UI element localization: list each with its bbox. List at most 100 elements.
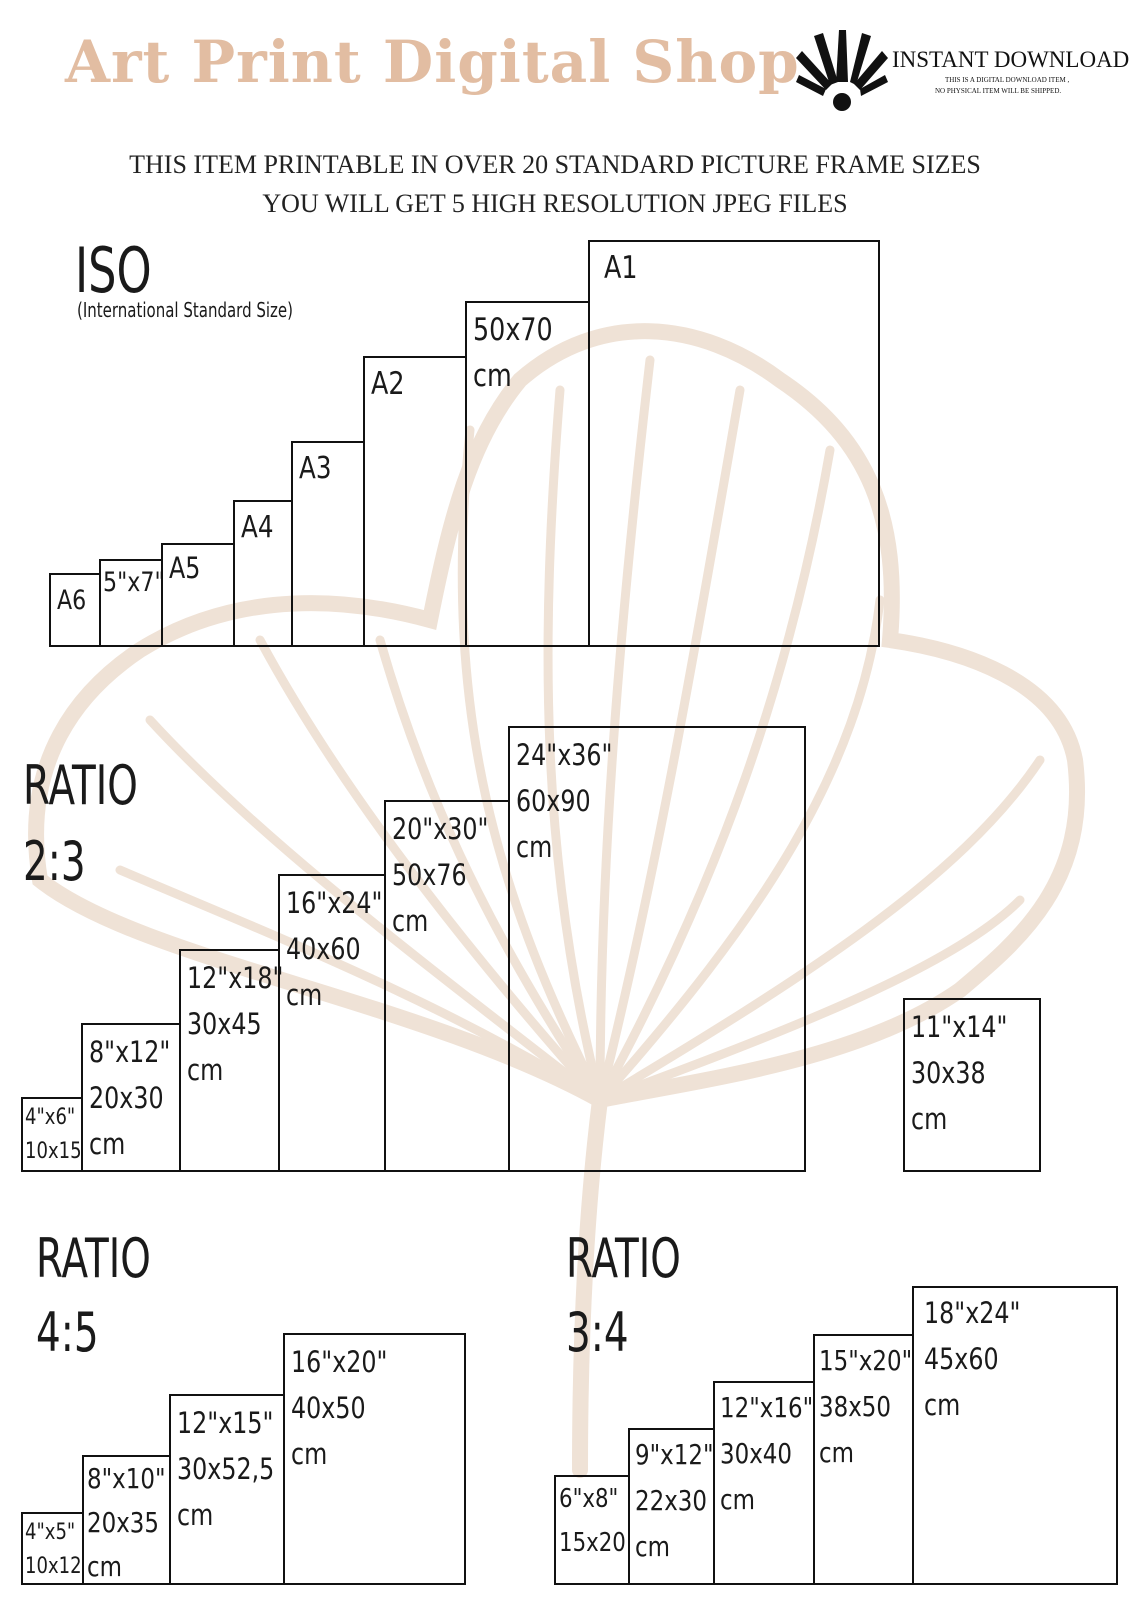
size-unit: cm: [924, 1388, 961, 1422]
ratio-word: RATIO: [23, 754, 138, 817]
size-label: 5"x7": [103, 567, 165, 598]
ratio-3-4-title: RATIO 3:4: [566, 1222, 681, 1370]
no-shipping-note: NO PHYSICAL ITEM WILL BE SHIPPED.: [935, 87, 1062, 95]
headline-line-1: THIS ITEM PRINTABLE IN OVER 20 STANDARD …: [129, 150, 981, 179]
sunburst-icon: [796, 30, 888, 111]
headline-line-2: YOU WILL GET 5 HIGH RESOLUTION JPEG FILE…: [262, 189, 848, 218]
size-label: 4"x6" 10x15: [25, 1101, 82, 1169]
size-box-a6: A6: [49, 573, 101, 647]
size-unit: cm: [291, 1437, 328, 1471]
size-unit: cm: [177, 1498, 214, 1532]
size-box-8x12: 8"x12" 20x30 cm: [81, 1023, 181, 1172]
size-metric: 15x20: [559, 1528, 626, 1558]
size-unit: cm: [392, 904, 429, 938]
size-dims: 16"x24": [286, 886, 383, 920]
size-unit: cm: [187, 1053, 224, 1087]
size-dims: 18"x24": [924, 1296, 1021, 1330]
size-unit: cm: [286, 978, 323, 1012]
size-box-a4: A4: [233, 500, 293, 647]
size-box-12x16: 12"x16" 30x40 cm: [713, 1381, 815, 1585]
size-box-15x20: 15"x20" 38x50 cm: [813, 1334, 914, 1585]
size-dims: 4"x6": [25, 1105, 76, 1130]
size-label: A1: [604, 250, 638, 286]
size-metric: 40x50: [291, 1391, 366, 1425]
size-dims: 4"x5": [25, 1520, 76, 1545]
size-metric: 30x38: [911, 1056, 986, 1090]
size-label: A5: [169, 551, 201, 585]
ratio-value: 3:4: [566, 1301, 629, 1364]
size-label: 4"x5" 10x12: [25, 1516, 82, 1584]
ratio-value: 2:3: [23, 830, 86, 893]
size-box-12x18: 12"x18" 30x45 cm: [179, 949, 283, 1172]
size-box-9x12: 9"x12" 22x30 cm: [628, 1428, 715, 1585]
size-unit: cm: [819, 1436, 854, 1469]
size-box-a3: A3: [291, 441, 365, 647]
size-metric: 22x30: [635, 1484, 708, 1517]
digital-item-note: THIS IS A DIGITAL DOWNLOAD ITEM ,: [945, 76, 1070, 84]
size-label: 12"x15" 30x52,5 cm: [177, 1400, 274, 1538]
size-label: 12"x18" 30x45 cm: [187, 955, 283, 1093]
size-label: 11"x14" 30x38 cm: [911, 1004, 1007, 1142]
size-dims: 20"x30": [392, 812, 489, 846]
size-label: 18"x24" 45x60 cm: [924, 1290, 1020, 1428]
size-label: 16"x24" 40x60 cm: [286, 880, 382, 1018]
size-label: A6: [57, 585, 87, 616]
size-dims: 11"x14": [911, 1010, 1008, 1044]
size-dims: 15"x20": [819, 1344, 913, 1377]
size-box-20x30: 20"x30" 50x76 cm: [384, 800, 510, 1172]
size-dims: 6"x8": [559, 1484, 619, 1514]
size-box-16x24: 16"x24" 40x60 cm: [278, 874, 386, 1172]
ratio-2-3-title: RATIO 2:3: [23, 748, 138, 900]
size-metric: 38x50: [819, 1390, 892, 1423]
size-label: 8"x10" 20x35 cm: [87, 1457, 166, 1589]
size-metric: 30x40: [720, 1437, 793, 1470]
size-unit: cm: [87, 1550, 122, 1583]
size-label: 9"x12" 22x30 cm: [635, 1432, 714, 1570]
size-label: 6"x8" 15x20: [559, 1477, 626, 1565]
size-metric: 10x12: [25, 1554, 82, 1579]
brand-title: Art Print Digital Shop: [65, 28, 800, 96]
size-box-5x7: 5"x7": [99, 559, 165, 647]
size-dims: 12"x16": [720, 1391, 814, 1424]
size-label: 16"x20" 40x50 cm: [291, 1339, 387, 1477]
size-dims: 50x70: [473, 312, 553, 348]
size-box-16x20: 16"x20" 40x50 cm: [283, 1333, 466, 1585]
size-metric: 50x76: [392, 858, 467, 892]
size-label: 20"x30" 50x76 cm: [392, 806, 488, 944]
size-unit: cm: [516, 830, 553, 864]
size-box-11x14: 11"x14" 30x38 cm: [903, 998, 1041, 1172]
size-box-6x8: 6"x8" 15x20: [554, 1475, 630, 1585]
size-label: 8"x12" 20x30 cm: [89, 1029, 170, 1167]
size-box-a1: A1: [588, 240, 880, 647]
size-metric: 30x45: [187, 1007, 262, 1041]
ratio-word: RATIO: [566, 1227, 681, 1290]
size-box-18x24: 18"x24" 45x60 cm: [912, 1286, 1118, 1585]
size-label: 24"x36" 60x90 cm: [516, 732, 612, 870]
size-box-8x10: 8"x10" 20x35 cm: [82, 1455, 171, 1585]
instant-download-title: INSTANT DOWNLOAD: [892, 47, 1130, 72]
ratio-word: RATIO: [36, 1227, 151, 1290]
ratio-value: 4:5: [36, 1301, 99, 1364]
size-label: 12"x16" 30x40 cm: [720, 1385, 813, 1523]
size-box-4x5: 4"x5" 10x12: [21, 1512, 84, 1585]
size-dims: 12"x15": [177, 1406, 274, 1440]
size-box-4x6: 4"x6" 10x15: [21, 1097, 83, 1172]
size-label: 50x70 cm: [473, 307, 553, 399]
size-box-50x70: 50x70 cm: [465, 301, 590, 647]
size-dims: 8"x10": [87, 1462, 166, 1495]
size-box-a2: A2: [363, 356, 467, 647]
size-metric: 20x35: [87, 1506, 160, 1539]
size-metric: 45x60: [924, 1342, 999, 1376]
size-metric: 20x30: [89, 1081, 164, 1115]
size-dims: 9"x12": [635, 1438, 714, 1471]
iso-subtitle: (International Standard Size): [77, 298, 294, 322]
size-label: A2: [371, 366, 405, 402]
size-dims: 16"x20": [291, 1345, 388, 1379]
size-unit: cm: [635, 1530, 670, 1563]
size-unit: cm: [720, 1483, 755, 1516]
size-dims: 8"x12": [89, 1035, 171, 1069]
size-box-a5: A5: [161, 543, 235, 647]
size-label: 15"x20" 38x50 cm: [819, 1338, 912, 1476]
size-unit: cm: [473, 358, 512, 394]
